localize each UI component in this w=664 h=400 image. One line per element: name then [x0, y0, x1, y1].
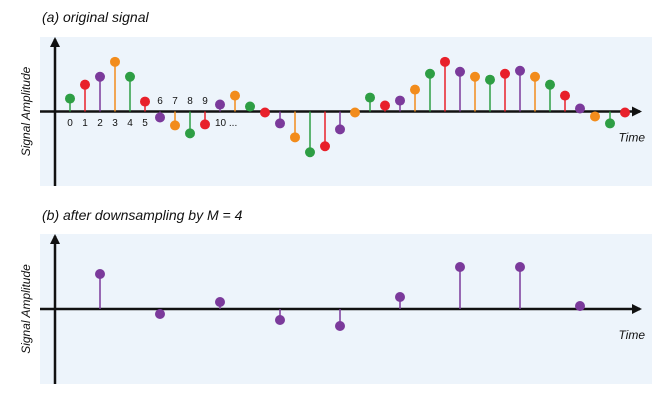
index-label: 7 [172, 96, 178, 107]
index-label: 6 [157, 96, 163, 107]
stem-marker [215, 297, 225, 307]
stem-marker [530, 71, 540, 82]
stem-marker [110, 56, 120, 67]
panel: (b) after downsampling by M = 4 Time Signa… [19, 207, 652, 384]
stem-marker [515, 262, 525, 272]
index-label: 10 ... [215, 118, 237, 129]
stem-marker [320, 141, 330, 152]
index-label: 4 [127, 118, 133, 129]
stem-marker [515, 65, 525, 76]
stem-marker [80, 79, 90, 90]
stem-marker [575, 301, 585, 311]
stem-marker [455, 66, 465, 77]
stem-marker [410, 84, 420, 95]
stem-marker [65, 93, 75, 104]
stem-marker [260, 107, 270, 118]
stem-marker [200, 119, 210, 130]
stem-marker [155, 112, 165, 123]
stem-marker [215, 99, 225, 110]
stem-marker [140, 96, 150, 107]
y-axis-label: Signal Amplitude [19, 66, 33, 156]
stem-marker [620, 107, 630, 118]
index-label: 0 [67, 118, 73, 129]
stem-marker [440, 56, 450, 67]
stem-marker [425, 68, 435, 79]
stem-marker [290, 132, 300, 143]
stem-marker [245, 101, 255, 112]
stem-marker [560, 90, 570, 101]
index-label: 5 [142, 118, 148, 129]
panel-title: (a) original signal [42, 9, 149, 25]
stem-marker [170, 120, 180, 131]
index-label: 2 [97, 118, 103, 129]
stem-marker [155, 309, 165, 319]
stem-marker [335, 321, 345, 331]
stem-marker [455, 262, 465, 272]
stem-marker [125, 71, 135, 82]
stem-marker [485, 74, 495, 85]
x-axis-label: Time [618, 131, 645, 145]
stem-marker [95, 71, 105, 82]
stem-marker [275, 118, 285, 129]
stem-marker [230, 90, 240, 101]
index-label: 1 [82, 118, 88, 129]
stem-marker [305, 147, 315, 158]
index-label: 8 [187, 96, 193, 107]
stem-marker [350, 107, 360, 118]
stem-marker [545, 79, 555, 90]
stem-marker [395, 292, 405, 302]
stem-marker [605, 118, 615, 129]
stem-marker [275, 315, 285, 325]
x-axis-label: Time [618, 328, 645, 342]
panel-title: (b) after downsampling by M = 4 [42, 207, 243, 223]
index-label: 9 [202, 96, 208, 107]
index-label: 3 [112, 118, 118, 129]
stem-marker [470, 71, 480, 82]
stem-marker [575, 103, 585, 114]
stem-marker [380, 100, 390, 111]
stem-marker [185, 128, 195, 139]
y-axis-label: Signal Amplitude [19, 264, 33, 354]
stem-marker [500, 68, 510, 79]
stem-marker [395, 95, 405, 106]
stem-marker [95, 269, 105, 279]
stem-marker [365, 92, 375, 103]
stem-marker [335, 124, 345, 135]
stem-marker [590, 111, 600, 122]
panel: (a) original signal Time Signal Amplitude 0… [19, 9, 652, 186]
